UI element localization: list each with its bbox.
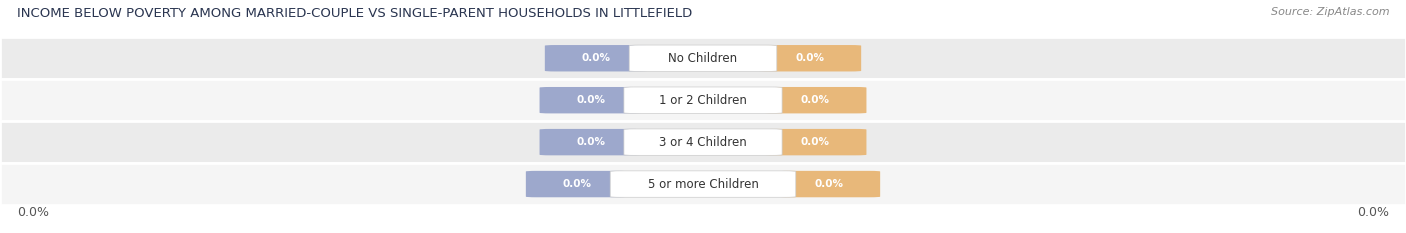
Text: 0.0%: 0.0% xyxy=(17,206,49,219)
Text: INCOME BELOW POVERTY AMONG MARRIED-COUPLE VS SINGLE-PARENT HOUSEHOLDS IN LITTLEF: INCOME BELOW POVERTY AMONG MARRIED-COUPL… xyxy=(17,7,692,20)
Text: 0.0%: 0.0% xyxy=(576,95,605,105)
Text: 0.0%: 0.0% xyxy=(796,53,825,63)
FancyBboxPatch shape xyxy=(610,171,796,197)
FancyBboxPatch shape xyxy=(540,129,641,155)
Text: 0.0%: 0.0% xyxy=(581,53,610,63)
Text: 1 or 2 Children: 1 or 2 Children xyxy=(659,94,747,107)
FancyBboxPatch shape xyxy=(0,79,1406,121)
FancyBboxPatch shape xyxy=(765,87,866,113)
FancyBboxPatch shape xyxy=(0,163,1406,205)
FancyBboxPatch shape xyxy=(630,45,778,72)
FancyBboxPatch shape xyxy=(546,45,647,72)
Text: 0.0%: 0.0% xyxy=(562,179,592,189)
Text: 0.0%: 0.0% xyxy=(801,137,830,147)
FancyBboxPatch shape xyxy=(0,121,1406,163)
Text: No Children: No Children xyxy=(668,52,738,65)
FancyBboxPatch shape xyxy=(624,87,782,113)
FancyBboxPatch shape xyxy=(779,171,880,197)
Text: 0.0%: 0.0% xyxy=(576,137,605,147)
Text: 5 or more Children: 5 or more Children xyxy=(648,178,758,191)
Text: Source: ZipAtlas.com: Source: ZipAtlas.com xyxy=(1271,7,1389,17)
FancyBboxPatch shape xyxy=(765,129,866,155)
Text: 3 or 4 Children: 3 or 4 Children xyxy=(659,136,747,149)
FancyBboxPatch shape xyxy=(526,171,627,197)
FancyBboxPatch shape xyxy=(759,45,860,72)
FancyBboxPatch shape xyxy=(624,129,782,155)
Text: 0.0%: 0.0% xyxy=(1357,206,1389,219)
Text: 0.0%: 0.0% xyxy=(814,179,844,189)
FancyBboxPatch shape xyxy=(540,87,641,113)
FancyBboxPatch shape xyxy=(0,37,1406,79)
Text: 0.0%: 0.0% xyxy=(801,95,830,105)
